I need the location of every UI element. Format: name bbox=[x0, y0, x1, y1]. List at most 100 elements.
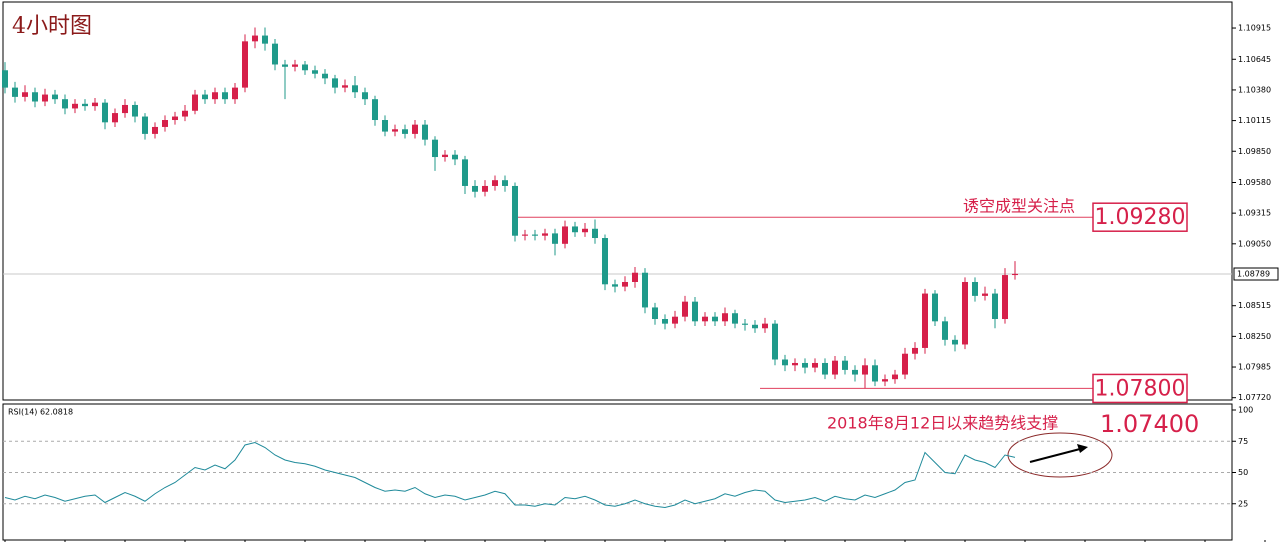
candle-body bbox=[912, 347, 918, 354]
candle-body bbox=[392, 129, 398, 132]
candle-body bbox=[342, 85, 348, 88]
candle-body bbox=[152, 126, 158, 134]
candle-body bbox=[642, 272, 648, 308]
arrow-shaft bbox=[1029, 448, 1081, 463]
candle-body bbox=[162, 120, 168, 127]
candle-body bbox=[102, 102, 108, 123]
candle-body bbox=[622, 281, 628, 287]
candle-body bbox=[32, 92, 38, 102]
y-tick-label: 1.09850 bbox=[1238, 147, 1271, 156]
candle-body bbox=[52, 94, 58, 100]
level-box bbox=[1092, 373, 1188, 404]
trend-support-text: 2018年8月12日以来趋势线支撑 bbox=[827, 414, 1058, 433]
candle-body bbox=[692, 301, 698, 322]
candle-body bbox=[972, 281, 978, 296]
candle-body bbox=[172, 116, 178, 121]
candle-body bbox=[792, 362, 798, 366]
level-box bbox=[1092, 202, 1188, 232]
arrow-head bbox=[1077, 444, 1088, 453]
candle-body bbox=[732, 313, 738, 324]
candle-body bbox=[802, 362, 808, 368]
price-panel bbox=[2, 1, 1233, 401]
y-tick-label: 1.10915 bbox=[1238, 24, 1271, 33]
candle-body bbox=[982, 293, 988, 296]
candle-body bbox=[302, 64, 308, 71]
candle-body bbox=[482, 185, 488, 192]
candle-body bbox=[222, 92, 228, 100]
candle-body bbox=[212, 92, 218, 100]
candle-body bbox=[872, 365, 878, 382]
candle-body bbox=[202, 94, 208, 100]
level-label: 1.07800 bbox=[1095, 376, 1186, 401]
y-tick-label: 1.07985 bbox=[1238, 363, 1271, 372]
candle-body bbox=[402, 129, 408, 134]
candle-body bbox=[992, 293, 998, 320]
candle-body bbox=[662, 319, 668, 324]
candle-body bbox=[512, 185, 518, 236]
rsi-tick-label: 100 bbox=[1238, 406, 1253, 415]
candle-body bbox=[72, 103, 78, 109]
candle-body bbox=[242, 41, 248, 88]
candle-body bbox=[822, 362, 828, 375]
candle-body bbox=[292, 64, 298, 67]
candle-body bbox=[92, 102, 98, 107]
candle-body bbox=[932, 293, 938, 322]
y-tick-label: 1.07720 bbox=[1238, 393, 1271, 402]
candle-body bbox=[372, 99, 378, 121]
chart-title: 4小时图 bbox=[12, 14, 92, 39]
candle-body bbox=[672, 316, 678, 324]
candle-body bbox=[812, 362, 818, 368]
candle-body bbox=[432, 139, 438, 158]
candle-body bbox=[272, 43, 278, 65]
candle-body bbox=[682, 301, 688, 317]
y-tick-label: 1.08515 bbox=[1238, 301, 1271, 310]
current-price-box bbox=[1233, 267, 1279, 281]
candle-body bbox=[2, 70, 8, 88]
y-tick-label: 1.08250 bbox=[1238, 332, 1271, 341]
candle-body bbox=[472, 185, 478, 192]
rsi-line bbox=[4, 441, 1016, 509]
candle-body bbox=[82, 103, 88, 107]
candle-body bbox=[362, 92, 368, 100]
candle-body bbox=[862, 365, 868, 375]
candle-body bbox=[312, 70, 318, 74]
candle-body bbox=[422, 124, 428, 140]
y-tick-label: 1.10115 bbox=[1238, 116, 1271, 125]
candle-body bbox=[332, 78, 338, 88]
y-tick-label: 1.09050 bbox=[1238, 239, 1271, 248]
candle-body bbox=[902, 353, 908, 375]
candle-body bbox=[502, 180, 508, 186]
highlight-ellipse bbox=[1007, 432, 1113, 478]
candle-body bbox=[492, 180, 498, 186]
y-tick-label: 1.10380 bbox=[1238, 85, 1271, 94]
trend-support-price: 1.07400 bbox=[1100, 410, 1199, 438]
candle-body bbox=[112, 113, 118, 123]
candle-body bbox=[652, 307, 658, 320]
candle-body bbox=[412, 124, 418, 134]
candle-body bbox=[842, 360, 848, 370]
candle-body bbox=[1012, 273, 1018, 276]
candle-body bbox=[442, 154, 448, 158]
candle-body bbox=[562, 226, 568, 244]
candle-body bbox=[322, 73, 328, 79]
candle-body bbox=[922, 293, 928, 348]
candle-body bbox=[132, 104, 138, 117]
candle-body bbox=[542, 233, 548, 236]
candle-body bbox=[722, 313, 728, 322]
y-tick-label: 1.10645 bbox=[1238, 55, 1271, 64]
candle-body bbox=[122, 104, 128, 114]
candle-body bbox=[382, 120, 388, 132]
candle-body bbox=[592, 228, 598, 239]
candle-body bbox=[702, 316, 708, 322]
candle-body bbox=[762, 323, 768, 329]
candle-body bbox=[142, 116, 148, 134]
candle-body bbox=[532, 234, 538, 236]
candle-body bbox=[282, 64, 288, 67]
candle-body bbox=[62, 99, 68, 109]
candle-body bbox=[582, 228, 588, 233]
candle-body bbox=[942, 321, 948, 340]
y-tick-label: 1.09580 bbox=[1238, 178, 1271, 187]
rsi-tick-label: 25 bbox=[1238, 499, 1248, 508]
candle-body bbox=[852, 369, 858, 375]
